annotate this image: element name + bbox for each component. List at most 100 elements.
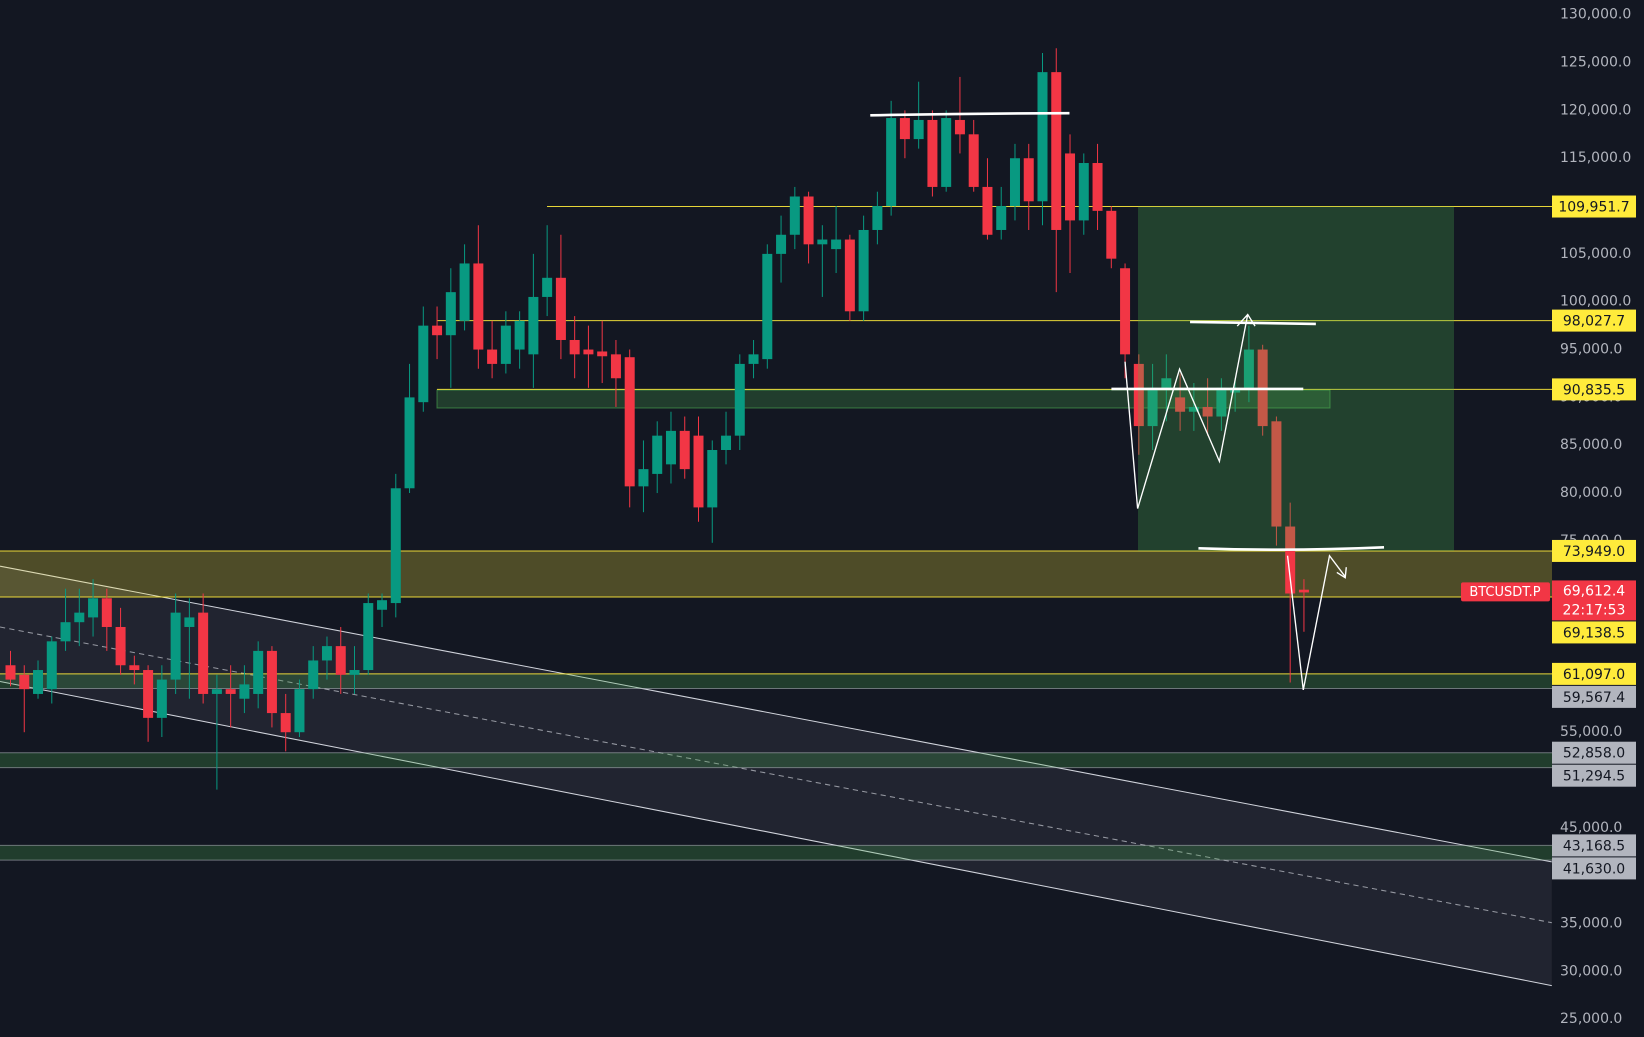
candle-body	[693, 435, 704, 508]
candle-body	[707, 450, 718, 508]
candle-body	[776, 234, 787, 254]
level-label: 69,138.5	[1563, 625, 1625, 641]
level-label: 61,097.0	[1563, 667, 1625, 683]
candle-body	[528, 296, 539, 355]
candle-body	[143, 670, 154, 718]
candle-body	[225, 689, 236, 694]
top-line	[870, 111, 1070, 117]
candle-body	[982, 186, 993, 235]
level-label-bg	[1552, 195, 1636, 218]
candle-body	[459, 263, 470, 321]
candle-body	[418, 325, 429, 403]
candle-body	[872, 206, 883, 230]
candle-body	[1216, 387, 1227, 417]
projection	[1286, 554, 1347, 691]
candle-body	[253, 650, 264, 694]
candle-body	[762, 253, 773, 360]
level-label: 41,630.0	[1563, 861, 1625, 877]
candle-body	[927, 119, 938, 187]
level-label: 52,858.0	[1563, 746, 1625, 762]
candle-body	[996, 206, 1007, 230]
candle-body	[377, 600, 388, 610]
candle-body	[266, 650, 277, 714]
zigzag	[1124, 313, 1256, 509]
candle-body	[624, 357, 635, 487]
candle-body	[74, 612, 85, 623]
candle-body	[858, 229, 869, 312]
candle-body	[817, 239, 828, 245]
channel-fill	[0, 566, 1552, 986]
candle-body	[913, 119, 924, 140]
candle-body	[487, 349, 498, 364]
candle-body	[1106, 210, 1117, 259]
candle-body	[583, 349, 594, 355]
candle-body	[404, 397, 415, 489]
candle-body	[170, 612, 181, 680]
candle-body	[5, 665, 16, 680]
level-label: 43,168.5	[1563, 838, 1625, 854]
position-box	[1138, 206, 1454, 551]
zone	[0, 550, 1552, 597]
candle-body	[555, 277, 566, 340]
level-label-bg	[1552, 621, 1636, 644]
candle-body	[46, 641, 57, 690]
candle-body	[652, 435, 663, 474]
current-price-bg	[1552, 580, 1636, 621]
zone	[0, 845, 1552, 861]
candle-body	[1271, 421, 1282, 527]
y-tick-label: 55,000.0	[1560, 724, 1622, 740]
candle-body	[1202, 406, 1213, 417]
y-tick-label: 45,000.0	[1560, 820, 1622, 836]
candle-body	[1285, 526, 1296, 594]
y-tick-label: 100,000.0	[1560, 294, 1631, 310]
candle-body	[1133, 363, 1144, 427]
y-tick-label: 85,000.0	[1560, 437, 1622, 453]
demand-box	[436, 389, 1331, 409]
candle-body	[129, 665, 140, 671]
candle-body	[610, 354, 621, 379]
candle-body	[569, 339, 580, 355]
candle-body	[597, 351, 608, 357]
candle-body	[968, 134, 979, 187]
candle-body	[679, 430, 690, 470]
y-tick-label: 120,000.0	[1560, 102, 1631, 118]
candle-body	[748, 354, 759, 364]
y-tick-label: 95,000.0	[1560, 342, 1622, 358]
level-label-bg	[1552, 662, 1636, 685]
y-tick-label: 80,000.0	[1560, 485, 1622, 501]
candle-body	[1298, 589, 1309, 593]
channel	[0, 565, 1552, 987]
candle-body	[473, 263, 484, 350]
current-price: 69,612.4	[1563, 583, 1625, 599]
level-label: 98,027.7	[1563, 314, 1625, 330]
candle-body	[665, 430, 676, 465]
candle-body	[294, 689, 305, 733]
candle-body	[1243, 349, 1254, 388]
candle-body	[363, 603, 374, 671]
candle-body	[844, 239, 855, 312]
candle-body	[321, 646, 332, 661]
candle-body	[335, 646, 346, 675]
y-tick-label: 35,000.0	[1560, 916, 1622, 932]
candle-body	[789, 196, 800, 235]
zone	[0, 673, 1552, 689]
candle-body	[542, 277, 553, 297]
candle-body	[115, 626, 126, 666]
candle-body	[33, 670, 44, 694]
level-label-bg	[1552, 309, 1636, 332]
candle-body	[88, 598, 99, 618]
y-tick-label: 115,000.0	[1560, 150, 1631, 166]
candle-body	[19, 674, 30, 690]
candle-body	[1065, 153, 1076, 221]
level-label: 73,949.0	[1563, 544, 1625, 560]
candle-body	[886, 118, 897, 207]
candle-body	[198, 612, 209, 694]
candle-body	[1023, 158, 1034, 202]
level-label: 51,294.5	[1563, 769, 1625, 785]
candle-body	[1078, 163, 1089, 221]
candle-body	[954, 119, 965, 135]
candle-body	[349, 670, 360, 675]
candle-body	[432, 325, 443, 336]
